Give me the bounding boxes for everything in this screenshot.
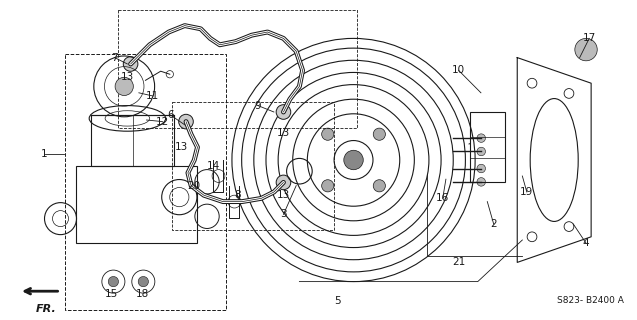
Bar (172, 102, 334, 230)
Bar (92, 115, 174, 166)
Circle shape (575, 38, 598, 61)
Text: 4: 4 (583, 238, 589, 248)
Circle shape (108, 276, 118, 287)
Text: 8: 8 (234, 190, 241, 200)
Bar (65, 54, 226, 310)
Text: 16: 16 (436, 193, 449, 204)
Text: 13: 13 (175, 142, 188, 152)
Text: 12: 12 (156, 116, 169, 127)
Text: 21: 21 (452, 257, 465, 268)
Text: S823- B2400 A: S823- B2400 A (557, 296, 624, 305)
Text: 18: 18 (136, 289, 148, 300)
Circle shape (477, 147, 485, 156)
Bar (76, 166, 197, 243)
Text: 2: 2 (490, 219, 497, 229)
Text: 6: 6 (168, 110, 174, 120)
Text: 20: 20 (188, 180, 201, 191)
Circle shape (477, 134, 485, 142)
Text: 7: 7 (111, 52, 118, 63)
Text: 13: 13 (277, 190, 290, 200)
Bar (470, 112, 505, 182)
Text: 17: 17 (583, 33, 596, 44)
Circle shape (124, 57, 138, 71)
Circle shape (322, 180, 334, 192)
Circle shape (179, 114, 193, 129)
Circle shape (276, 175, 290, 190)
Text: 13: 13 (121, 72, 134, 82)
Circle shape (477, 178, 485, 186)
Circle shape (138, 276, 148, 287)
Text: 10: 10 (452, 65, 465, 76)
Circle shape (115, 77, 133, 95)
Text: 15: 15 (105, 289, 118, 300)
Circle shape (276, 105, 290, 119)
Text: 14: 14 (207, 161, 220, 172)
Circle shape (373, 180, 385, 192)
Bar (118, 10, 357, 128)
Circle shape (322, 128, 334, 140)
Text: 13: 13 (277, 128, 290, 138)
Text: 9: 9 (255, 100, 261, 111)
Text: 3: 3 (280, 209, 287, 220)
Text: 1: 1 (41, 148, 48, 159)
Circle shape (477, 164, 485, 173)
Circle shape (373, 128, 385, 140)
Text: 11: 11 (147, 91, 159, 101)
Circle shape (344, 150, 363, 170)
Text: 19: 19 (520, 187, 533, 197)
Text: FR.: FR. (36, 304, 56, 314)
Text: 5: 5 (334, 296, 341, 306)
